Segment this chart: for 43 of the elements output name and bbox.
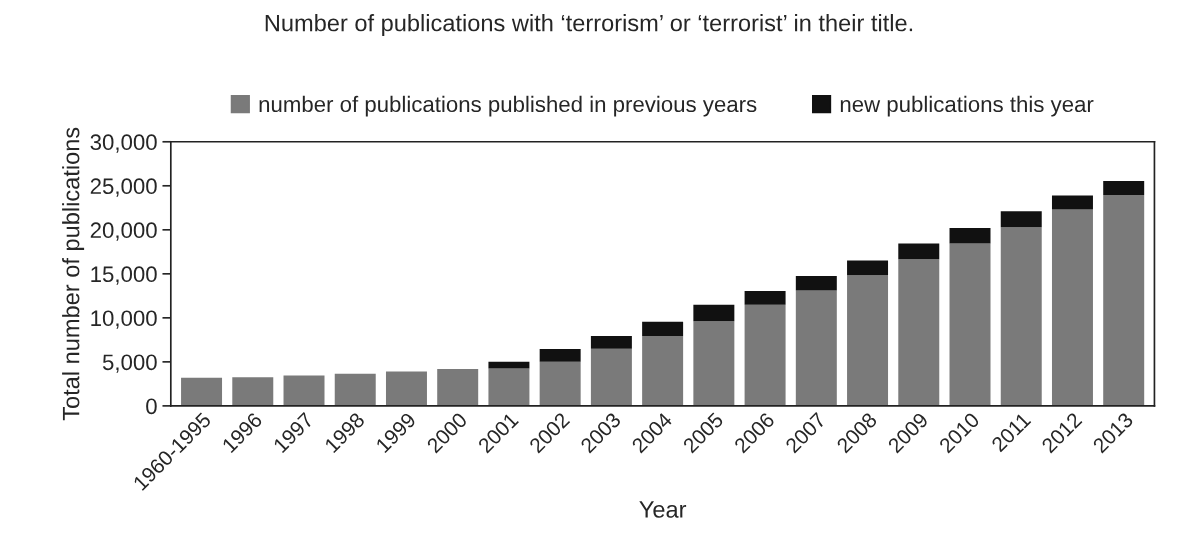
bar <box>642 321 684 336</box>
bar <box>539 349 581 362</box>
y-tick-label: 30,000 <box>90 134 157 153</box>
bar <box>949 243 991 406</box>
bar <box>1000 211 1042 228</box>
legend-label: number of publications published in previous years <box>259 95 757 117</box>
bar <box>693 304 735 322</box>
bar <box>181 377 223 406</box>
bar <box>744 291 786 305</box>
bar <box>488 368 530 406</box>
bar <box>1051 195 1093 210</box>
bar <box>437 368 479 406</box>
x-axis-title: Year <box>639 501 687 518</box>
bar <box>693 321 735 406</box>
bar <box>795 290 837 406</box>
bar <box>1103 195 1145 406</box>
bar <box>949 228 991 244</box>
bar <box>898 243 940 260</box>
bar <box>795 276 837 291</box>
bar <box>539 361 581 406</box>
bar <box>283 375 325 406</box>
y-tick-label: 10,000 <box>91 310 157 329</box>
bar <box>744 304 786 406</box>
y-tick-label: 20,000 <box>90 222 157 241</box>
bar <box>232 377 274 406</box>
bar <box>590 335 632 349</box>
bar <box>334 373 376 406</box>
chart-title: Number of publications with ‘terrorism’ or ‘terrorist’ in their title. <box>265 14 913 37</box>
bar <box>385 371 427 406</box>
legend-label: new publications this year <box>840 95 1094 117</box>
y-tick-label: 25,000 <box>90 178 157 197</box>
y-tick-label: 15,000 <box>91 266 157 285</box>
y-axis-title: Total number of publications <box>62 127 85 421</box>
bar <box>1103 180 1145 196</box>
bar <box>847 275 889 406</box>
bar <box>590 348 632 406</box>
y-tick-label: 5,000 <box>102 354 157 373</box>
bar <box>1000 227 1042 406</box>
bar <box>642 335 684 406</box>
bar <box>847 260 889 276</box>
bar <box>898 259 940 406</box>
bar <box>1051 209 1093 406</box>
bar <box>488 361 530 369</box>
